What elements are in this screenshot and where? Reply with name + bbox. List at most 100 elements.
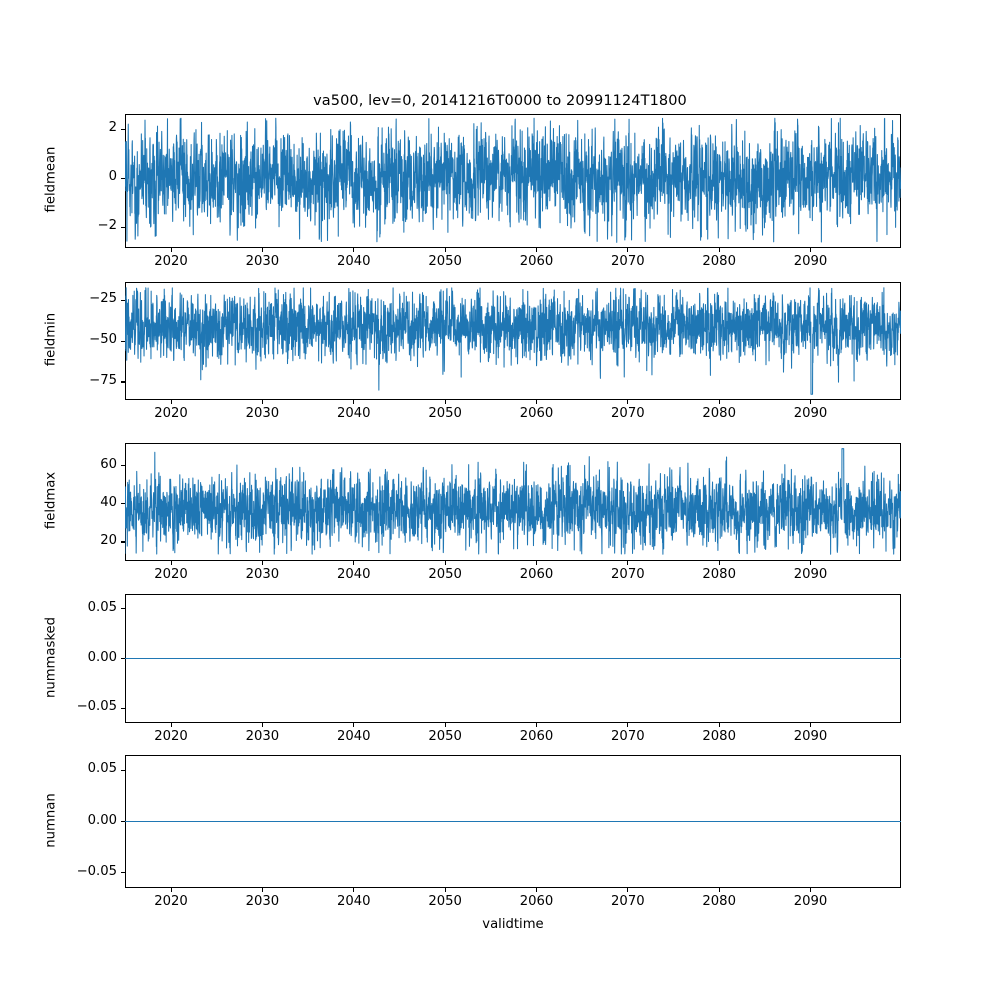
- xtick-label-fieldmean-6: 2080: [702, 254, 736, 269]
- xtick-mark-fieldmax-1: [261, 561, 263, 565]
- xtick-mark-fieldmin-1: [261, 400, 263, 404]
- xtick-mark-fieldmax-0: [170, 561, 172, 565]
- xtick-label-fieldmin-5: 2070: [611, 406, 645, 421]
- xtick-mark-fieldmax-7: [810, 561, 812, 565]
- xtick-mark-nummasked-2: [353, 723, 355, 727]
- xtick-mark-fieldmean-2: [353, 248, 355, 252]
- y-axis-label-numnan: numnan: [43, 792, 59, 848]
- ytick-label-fieldmin-0: −75: [89, 372, 117, 388]
- ytick-mark-fieldmax-1: [121, 503, 125, 505]
- ytick-label-nummasked-0: −0.05: [76, 699, 117, 715]
- xtick-mark-fieldmean-0: [170, 248, 172, 252]
- xtick-label-fieldmax-1: 2030: [245, 567, 280, 582]
- data-line-numnan: [125, 755, 901, 888]
- xtick-label-numnan-4: 2060: [519, 894, 554, 909]
- xtick-label-fieldmax-5: 2070: [611, 567, 645, 582]
- data-line-fieldmean: [125, 114, 901, 248]
- subplot-fieldmin: [125, 282, 901, 400]
- figure-title: va500, lev=0, 20141216T0000 to 20991124T…: [313, 93, 687, 109]
- xtick-mark-nummasked-5: [627, 723, 629, 727]
- ytick-mark-fieldmean-0: [121, 226, 125, 228]
- xtick-label-fieldmax-2: 2040: [336, 567, 371, 582]
- xtick-mark-fieldmin-3: [444, 400, 446, 404]
- xtick-mark-numnan-2: [353, 888, 355, 892]
- xtick-mark-nummasked-1: [261, 723, 263, 727]
- xtick-label-fieldmin-4: 2060: [519, 406, 554, 421]
- ytick-label-numnan-2: 0.05: [87, 761, 117, 777]
- xtick-label-fieldmax-0: 2020: [154, 567, 188, 582]
- ytick-mark-fieldmax-0: [121, 541, 125, 543]
- xtick-mark-fieldmin-0: [170, 400, 172, 404]
- ytick-label-fieldmin-1: −50: [89, 332, 117, 347]
- subplot-numnan: [125, 755, 901, 888]
- xtick-mark-nummasked-0: [170, 723, 172, 727]
- xtick-label-nummasked-7: 2090: [793, 729, 828, 744]
- xtick-mark-numnan-1: [261, 888, 263, 892]
- data-line-nummasked: [125, 594, 901, 723]
- xtick-mark-numnan-7: [810, 888, 812, 892]
- ytick-label-numnan-0: −0.05: [76, 863, 117, 879]
- xtick-mark-fieldmean-3: [444, 248, 446, 252]
- xtick-label-nummasked-6: 2080: [702, 729, 736, 744]
- xtick-mark-fieldmin-2: [353, 400, 355, 404]
- ytick-mark-nummasked-0: [121, 707, 125, 709]
- xtick-label-fieldmax-6: 2080: [702, 567, 736, 582]
- xtick-label-numnan-7: 2090: [793, 894, 828, 909]
- ytick-mark-fieldmean-2: [121, 128, 125, 130]
- xtick-mark-fieldmin-6: [718, 400, 720, 404]
- xtick-mark-numnan-5: [627, 888, 629, 892]
- ytick-mark-fieldmin-1: [121, 340, 125, 342]
- ytick-label-numnan-1: 0.00: [87, 812, 117, 828]
- xtick-mark-fieldmax-6: [718, 561, 720, 565]
- ytick-label-fieldmax-2: 60: [100, 456, 117, 472]
- ytick-mark-nummasked-2: [121, 608, 125, 610]
- xtick-mark-fieldmean-7: [810, 248, 812, 252]
- ytick-mark-numnan-0: [121, 872, 125, 874]
- xtick-mark-fieldmean-5: [627, 248, 629, 252]
- ytick-mark-fieldmean-1: [121, 177, 125, 179]
- xtick-mark-fieldmean-1: [261, 248, 263, 252]
- data-line-fieldmin: [125, 282, 901, 400]
- xtick-mark-numnan-4: [535, 888, 538, 892]
- x-axis-label: validtime: [482, 917, 544, 932]
- xtick-label-fieldmin-0: 2020: [154, 406, 188, 421]
- xtick-label-fieldmin-1: 2030: [245, 406, 280, 421]
- xtick-label-fieldmean-2: 2040: [336, 254, 371, 269]
- ytick-mark-numnan-1: [121, 821, 125, 823]
- xtick-label-fieldmean-7: 2090: [793, 254, 828, 269]
- xtick-mark-nummasked-6: [718, 723, 720, 727]
- ytick-mark-fieldmin-2: [121, 299, 125, 301]
- xtick-label-nummasked-0: 2020: [154, 729, 188, 744]
- xtick-label-fieldmean-5: 2070: [611, 254, 645, 269]
- xtick-label-nummasked-4: 2060: [519, 729, 554, 744]
- ytick-label-nummasked-2: 0.05: [87, 599, 117, 615]
- subplot-fieldmean: [125, 114, 901, 248]
- xtick-label-numnan-1: 2030: [245, 894, 280, 909]
- xtick-mark-numnan-6: [718, 888, 720, 892]
- xtick-mark-nummasked-7: [810, 723, 812, 727]
- ytick-mark-fieldmax-2: [121, 465, 125, 467]
- xtick-mark-fieldmean-6: [718, 248, 720, 252]
- xtick-label-nummasked-2: 2040: [336, 729, 371, 744]
- ytick-label-nummasked-1: 0.00: [87, 649, 117, 665]
- xtick-mark-fieldmin-7: [810, 400, 812, 404]
- xtick-label-fieldmin-6: 2080: [702, 406, 736, 421]
- xtick-mark-fieldmin-4: [535, 400, 538, 404]
- xtick-label-fieldmean-4: 2060: [519, 254, 554, 269]
- xtick-mark-fieldmax-4: [535, 561, 538, 565]
- xtick-mark-nummasked-3: [444, 723, 446, 727]
- xtick-label-fieldmin-7: 2090: [793, 406, 828, 421]
- ytick-label-fieldmean-2: 2: [108, 120, 117, 136]
- xtick-label-numnan-3: 2050: [428, 894, 462, 909]
- subplot-fieldmax: [125, 443, 901, 561]
- ytick-mark-nummasked-1: [121, 658, 125, 660]
- xtick-mark-fieldmax-3: [444, 561, 446, 565]
- xtick-label-numnan-6: 2080: [702, 894, 736, 909]
- data-line-fieldmax: [125, 443, 901, 561]
- ytick-label-fieldmean-1: 0: [108, 169, 117, 185]
- ytick-label-fieldmin-2: −25: [89, 291, 117, 307]
- ytick-label-fieldmax-0: 20: [100, 532, 117, 548]
- xtick-mark-numnan-0: [170, 888, 172, 892]
- xtick-label-fieldmean-3: 2050: [428, 254, 462, 269]
